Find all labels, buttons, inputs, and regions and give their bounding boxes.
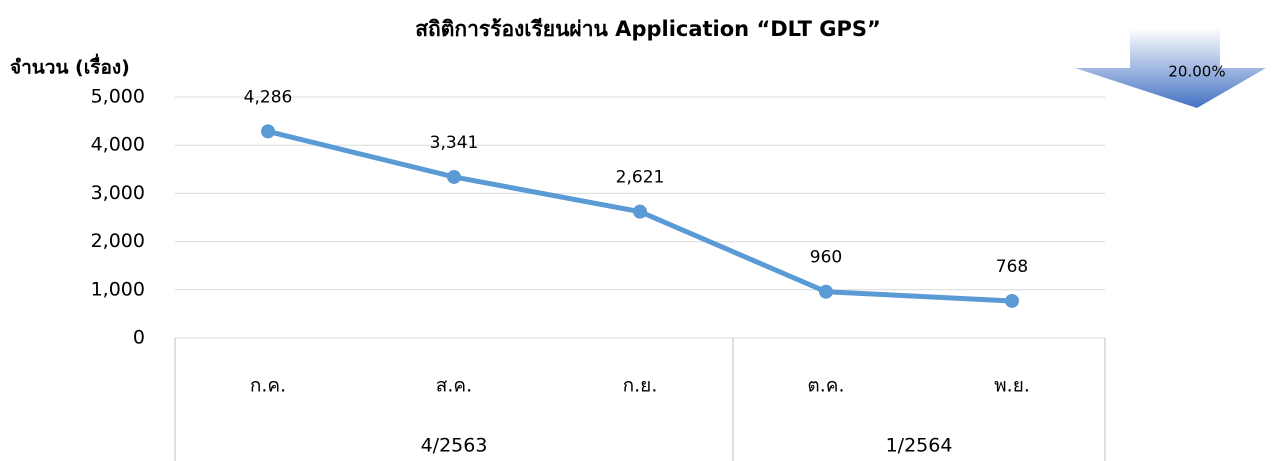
y-tick-label: 1,000 bbox=[91, 278, 145, 300]
group-label: 1/2564 bbox=[886, 435, 953, 457]
point bbox=[1005, 293, 1019, 308]
group-label: 4/2563 bbox=[421, 435, 488, 457]
data-label: 960 bbox=[810, 248, 842, 268]
x-tick-label: ส.ค. bbox=[436, 375, 472, 397]
x-tick-label: ก.ค. bbox=[250, 375, 286, 397]
x-tick-label: ก.ย. bbox=[623, 375, 658, 397]
data-label: 4,286 bbox=[244, 87, 293, 107]
data-label: 3,341 bbox=[430, 133, 479, 153]
y-tick-label: 5,000 bbox=[91, 86, 145, 108]
point bbox=[633, 204, 647, 219]
y-tick-label: 4,000 bbox=[91, 134, 145, 156]
y-axis-label: จำนวน (เรื่อง) bbox=[10, 54, 130, 79]
decrease-arrow bbox=[1075, 28, 1266, 108]
y-tick-label: 2,000 bbox=[91, 230, 145, 252]
chart-title: สถิติการร้องเรียนผ่าน Application “DLT G… bbox=[415, 17, 881, 41]
annotation: 20.00% bbox=[1168, 63, 1225, 81]
x-tick-label: พ.ย. bbox=[994, 375, 1030, 397]
y-tick-label: 3,000 bbox=[91, 182, 145, 204]
point bbox=[819, 284, 833, 299]
point bbox=[447, 169, 461, 184]
y-tick-label: 0 bbox=[133, 327, 145, 349]
data-label: 2,621 bbox=[616, 168, 665, 188]
data-label: 768 bbox=[996, 257, 1028, 277]
point bbox=[261, 124, 275, 139]
x-tick-label: ต.ค. bbox=[807, 375, 844, 397]
